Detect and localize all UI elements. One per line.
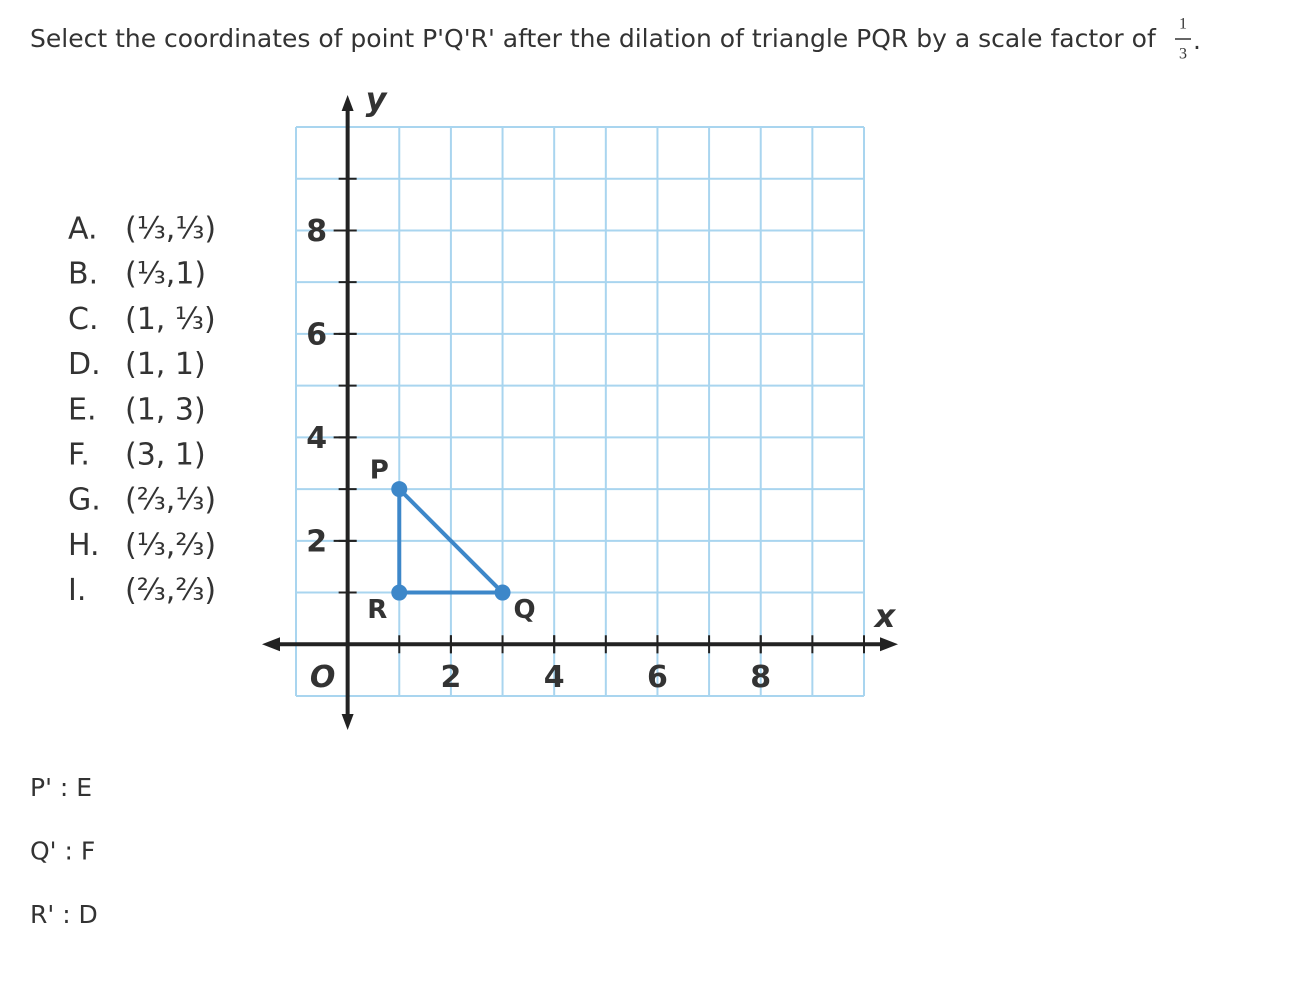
y-tick-label: 2 — [306, 524, 327, 559]
x-tick-label: 4 — [544, 660, 565, 695]
fraction-denominator: 3 — [1179, 46, 1187, 63]
point — [494, 584, 511, 601]
question-text: Select the coordinates of point P'Q'R' a… — [30, 24, 1157, 53]
origin-label: O — [310, 660, 336, 695]
point-label: P — [370, 456, 389, 486]
point — [391, 481, 408, 498]
answer: Q' : F — [30, 837, 95, 866]
y-tick-label: 6 — [306, 317, 327, 352]
y-axis-label: y — [366, 80, 388, 118]
question-end: . — [1193, 26, 1201, 55]
answer: P' : E — [30, 773, 92, 802]
fraction-numerator: 1 — [1179, 16, 1187, 33]
x-tick-label: 8 — [750, 660, 771, 695]
option-letter: F. — [68, 438, 90, 473]
option-value: (1, 3) — [125, 392, 206, 427]
option-letter: C. — [68, 302, 98, 337]
x-tick-label: 2 — [440, 660, 461, 695]
y-arrow — [341, 714, 354, 730]
option-value: (⅓,⅓) — [125, 212, 216, 247]
option-letter: H. — [68, 528, 100, 563]
option-letter: B. — [68, 257, 98, 292]
option-value: (⅔,⅓) — [125, 483, 216, 518]
option-value: (1, 1) — [125, 347, 206, 382]
option-letter: D. — [68, 347, 101, 382]
option-value: (3, 1) — [125, 438, 206, 473]
y-tick-label: 4 — [306, 421, 327, 456]
point — [391, 584, 408, 601]
option-value: (⅓,1) — [125, 257, 206, 292]
triangle — [397, 484, 508, 595]
y-arrow — [341, 95, 354, 111]
x-tick-label: 6 — [647, 660, 668, 695]
option-letter: G. — [68, 483, 101, 518]
x-arrow — [262, 637, 280, 652]
option-letter: I. — [68, 573, 86, 608]
option-letter: E. — [68, 392, 97, 427]
option-value: (⅔,⅔) — [125, 573, 216, 608]
point-label: R — [367, 595, 387, 625]
x-axis-label: x — [873, 597, 897, 635]
option-value: (⅓,⅔) — [125, 528, 216, 563]
x-arrow — [880, 637, 898, 652]
y-tick-label: 8 — [306, 214, 327, 249]
option-letter: A. — [68, 212, 98, 247]
point-label: Q — [513, 595, 535, 625]
answer: R' : D — [30, 900, 98, 929]
option-value: (1, ⅓) — [125, 302, 216, 337]
